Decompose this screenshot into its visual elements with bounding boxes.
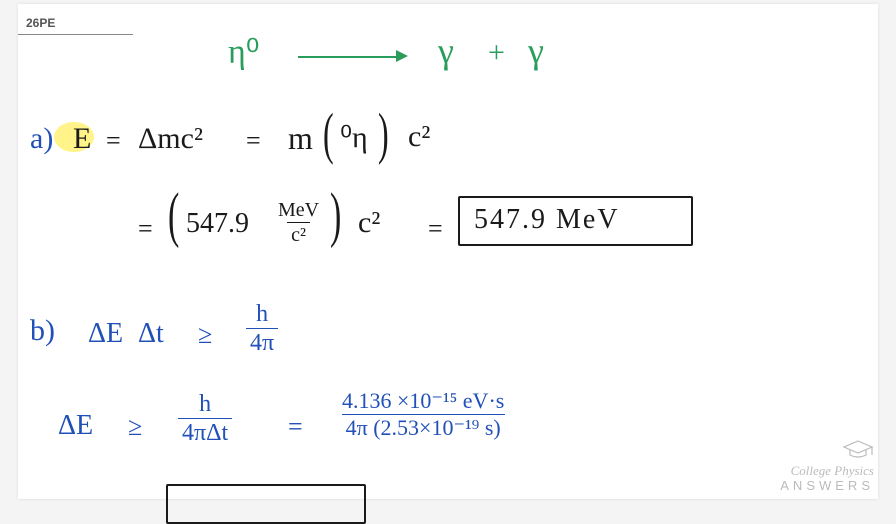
part-b-frac2: h 4πΔt [178,392,232,445]
calc-den: 4π (2.53×10⁻¹⁹ s) [342,414,505,439]
part-b-geq2: ≥ [128,412,142,442]
part-b-frac3: 4.136 ×10⁻¹⁵ eV·s 4π (2.53×10⁻¹⁹ s) [338,390,508,439]
4pidt-den: 4πΔt [178,418,232,445]
4pi-den: 4π [246,328,278,355]
part-b-dE: ΔE [88,318,123,350]
problem-number: 26PE [26,16,55,30]
part-a-eq2: = [246,126,261,156]
part-a-line2-eq: = [138,214,153,244]
part-a-line2-eq2: = [428,214,443,244]
unit-num: MeV [274,200,323,222]
h-num: h [252,302,272,328]
reaction-arrow-head [396,50,408,62]
part-a-E: E [73,122,91,156]
result-box-b-partial [166,484,366,524]
part-b-dE2: ΔE [58,410,93,442]
part-a-eq1: = [106,126,121,156]
unit-den: c² [287,222,310,245]
part-a-m: m [288,120,313,157]
watermark-line1: College Physics [780,464,874,478]
part-b-frac1: h 4π [246,302,278,355]
h-num2: h [195,392,215,418]
part-a-eta: ⁰η [340,120,368,155]
reaction-gamma-1: γ [438,30,454,72]
graduation-cap-icon [780,439,874,464]
part-b-eq: = [288,412,303,442]
whiteboard-page: 26PE η⁰ γ + γ a) E = Δmc² = m ( ⁰η ) c² … [18,4,878,499]
part-a-paren-r2: ) [330,196,341,236]
part-a-paren-l1: ( [323,112,334,152]
part-b-dt: Δt [138,318,164,350]
part-a-label: a) [30,122,53,156]
reaction-plus: + [488,36,505,70]
header-underline [18,34,133,35]
part-a-line2-val: 547.9 [186,208,249,240]
watermark-logo: College Physics ANSWERS [780,439,874,493]
part-a-result: 547.9 MeV [474,204,620,236]
part-b-geq1: ≥ [198,320,212,350]
part-a-dmc2: Δmc² [138,122,203,156]
calc-num: 4.136 ×10⁻¹⁵ eV·s [338,390,508,414]
reaction-gamma-2: γ [528,30,544,72]
part-a-paren-r1: ) [378,112,389,152]
reaction-arrow-line [298,56,398,58]
part-a-unit-frac: MeV c² [274,200,323,245]
part-b-label: b) [30,314,55,348]
watermark-line2: ANSWERS [780,479,874,493]
reaction-lhs: η⁰ [228,32,259,72]
part-a-c2-2: c² [358,206,380,240]
part-a-c2-1: c² [408,120,430,154]
part-a-paren-l2: ( [168,196,179,236]
